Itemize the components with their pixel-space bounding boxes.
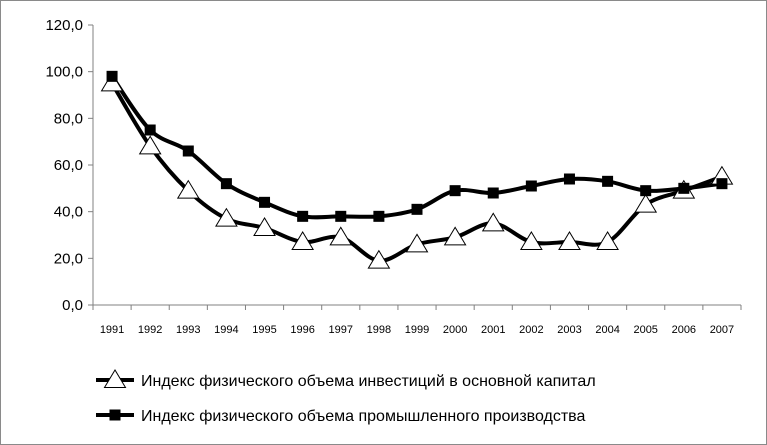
series-1-point: [253, 217, 276, 236]
y-tick-label: 60,0: [54, 157, 83, 174]
x-tick-label: 1994: [214, 324, 238, 336]
series-2-point: [182, 145, 194, 157]
series-2-point: [678, 182, 690, 194]
series-1-point: [176, 179, 200, 199]
axes: 0,0 20,0 40,0 60,0 80,0 100,0 120,0 1991 1992 199…: [45, 17, 742, 336]
series-2-point: [602, 175, 614, 187]
x-tick-label: 1992: [138, 324, 162, 336]
series-1-point: [100, 72, 124, 92]
legend-marker-2: [109, 409, 121, 421]
series-1-point: [215, 207, 238, 227]
x-tick-label: 2006: [672, 324, 696, 336]
x-tick-label: 1999: [405, 324, 429, 336]
series-1-point: [329, 226, 353, 246]
y-tick-label: 120,0: [45, 17, 83, 34]
series-1-point: [405, 233, 429, 253]
y-tick-label: 0,0: [62, 297, 83, 314]
x-tick-label: 2001: [481, 324, 505, 336]
y-tick-label: 20,0: [54, 250, 83, 267]
series-1-point: [291, 231, 315, 250]
series-1-point: [138, 135, 162, 155]
series-2-point: [563, 173, 575, 185]
legend: Индекс физического объема инвестиций в о…: [96, 369, 596, 425]
series-1-point: [519, 231, 543, 250]
x-tick-label: 1998: [367, 324, 391, 336]
series-2-point: [449, 185, 461, 197]
series-2-point: [144, 124, 156, 136]
series-1-point: [443, 226, 467, 246]
x-tick-label: 1995: [252, 324, 276, 336]
x-tick-label: 2005: [633, 324, 657, 336]
legend-label-1: Индекс физического объема инвестиций в о…: [141, 373, 596, 390]
y-tick-label: 100,0: [45, 64, 83, 81]
series-2-point: [259, 196, 271, 208]
series-1-point: [596, 231, 619, 250]
x-tick-label: 2003: [557, 324, 581, 336]
x-tick-label: 2000: [443, 324, 467, 336]
series-2-point: [525, 180, 537, 192]
x-tick-label: 1996: [290, 324, 314, 336]
series-2-point: [297, 210, 309, 222]
series-2-point: [335, 210, 347, 222]
x-tick-label: 1993: [176, 324, 200, 336]
series-1-point: [481, 212, 505, 232]
legend-label-2: Индекс физического объема промышленного …: [141, 408, 586, 425]
legend-marker-1: [103, 369, 127, 388]
series-2-point: [373, 210, 385, 222]
y-tick-label: 40,0: [54, 204, 83, 221]
series-line-2: [110, 75, 723, 220]
x-tick-label: 1991: [100, 324, 124, 336]
series-2-point: [106, 70, 118, 82]
series-2-point: [716, 178, 728, 190]
x-tick-label: 2007: [710, 324, 734, 336]
y-tick-label: 80,0: [54, 110, 83, 127]
x-tick-label: 2004: [595, 324, 619, 336]
series-2-point: [487, 187, 499, 199]
series-2-point: [640, 185, 652, 197]
series-1-point: [634, 193, 658, 213]
series-2-point: [220, 178, 232, 190]
series-2-point: [411, 203, 423, 215]
series-1-point: [367, 249, 391, 269]
series-1-point: [558, 231, 581, 250]
x-tick-label: 2002: [519, 324, 543, 336]
series-layer: [100, 70, 734, 269]
x-tick-label: 1997: [329, 324, 353, 336]
